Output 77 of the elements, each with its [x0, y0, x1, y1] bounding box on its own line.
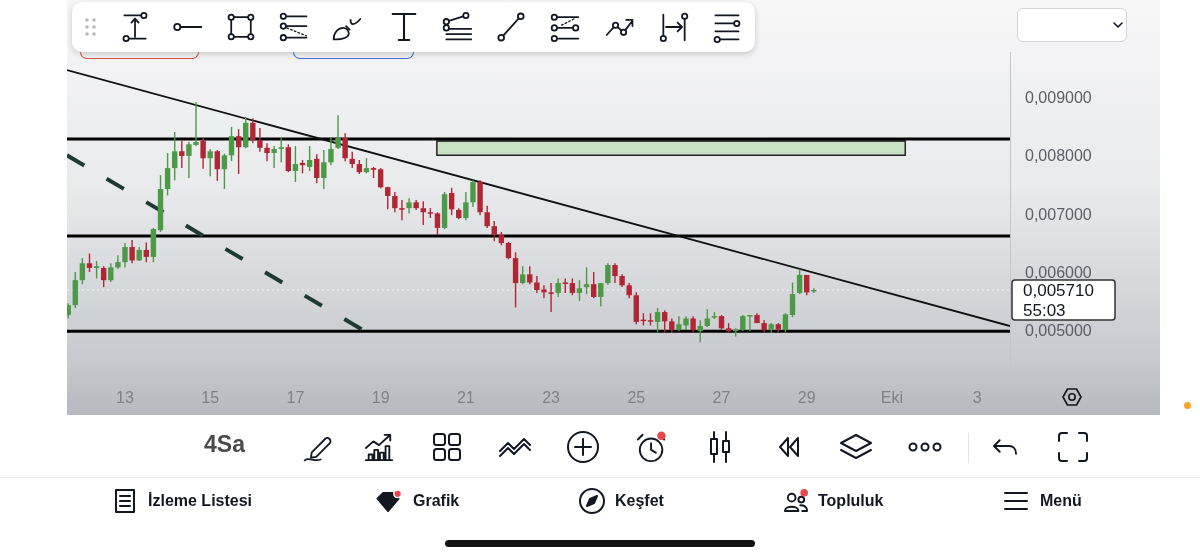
- x-tick-label: 27: [712, 389, 731, 407]
- candlestick: [470, 179, 476, 208]
- y-tick-label: 0,008000: [1025, 147, 1092, 165]
- candlestick: [164, 152, 171, 197]
- candlestick: [420, 200, 426, 226]
- candlestick: [129, 239, 135, 265]
- candlestick: [576, 279, 583, 302]
- candlestick: [662, 309, 668, 334]
- candlestick: [548, 282, 554, 313]
- candlestick: [207, 148, 213, 177]
- candlestick: [598, 282, 604, 307]
- ref-line-label: 0,005710: [1023, 280, 1094, 300]
- candlestick: [115, 254, 121, 270]
- text: Grafik: [413, 492, 460, 510]
- candlestick: [108, 262, 114, 283]
- x-tick-label: 17: [286, 389, 305, 407]
- candlestick: [257, 127, 263, 153]
- candlestick: [250, 117, 256, 144]
- candlestick: [484, 205, 490, 229]
- candlestick: [179, 140, 185, 169]
- x-tick-label: 23: [542, 389, 561, 407]
- x-tick-label: 21: [456, 389, 475, 407]
- candlestick: [221, 152, 228, 190]
- x-tick-label: 3: [972, 389, 982, 407]
- text: 4Sa: [204, 431, 245, 458]
- candlestick: [654, 307, 661, 334]
- candlestick: [122, 242, 128, 269]
- candlestick: [172, 131, 178, 181]
- candlestick: [328, 137, 334, 166]
- x-tick-label: 13: [116, 389, 134, 407]
- candlestick: [605, 262, 611, 286]
- text: 55:03: [1023, 300, 1066, 320]
- candlestick: [214, 149, 221, 182]
- candlestick: [434, 211, 441, 236]
- candlestick: [79, 257, 86, 285]
- candlestick: [271, 145, 277, 169]
- candlestick: [399, 199, 405, 222]
- x-tick-label: Eki: [880, 389, 904, 407]
- candlestick: [463, 191, 469, 222]
- x-tick-label: 25: [627, 389, 646, 407]
- text: İzleme Listesi: [148, 492, 253, 510]
- candlestick: [314, 153, 320, 184]
- text: Topluluk: [818, 492, 884, 510]
- y-tick-label: 0,005000: [1025, 321, 1092, 339]
- candlestick: [100, 265, 107, 288]
- y-tick-label: 0,006000: [1025, 263, 1092, 281]
- candlestick: [377, 167, 384, 190]
- y-tick-label: 0,007000: [1025, 205, 1092, 223]
- candlestick: [590, 271, 597, 299]
- candlestick: [491, 220, 497, 242]
- candlestick: [285, 143, 292, 173]
- candlestick: [555, 277, 561, 298]
- candlestick: [306, 145, 313, 172]
- candlestick: [321, 149, 327, 190]
- candlestick: [612, 262, 618, 284]
- candlestick: [228, 126, 235, 162]
- candlestick: [264, 142, 270, 162]
- text: Keşfet: [615, 492, 664, 510]
- y-tick-label: 0,009000: [1025, 89, 1092, 107]
- x-tick-label: 29: [797, 389, 816, 407]
- candlestick: [796, 268, 803, 295]
- candlestick: [782, 312, 789, 334]
- candlestick: [200, 137, 206, 170]
- candlestick: [583, 266, 590, 295]
- candlestick: [278, 136, 284, 163]
- x-tick-label: 19: [371, 389, 390, 407]
- candlestick: [392, 191, 398, 213]
- candlestick: [335, 114, 341, 150]
- candlestick: [292, 145, 299, 183]
- candlestick: [789, 281, 796, 318]
- candlestick: [235, 128, 242, 175]
- x-tick-label: 15: [201, 389, 220, 407]
- candlestick: [143, 241, 149, 263]
- text: Menü: [1040, 492, 1082, 510]
- candlestick: [342, 132, 348, 162]
- candlestick: [86, 252, 93, 273]
- candlestick: [448, 187, 455, 216]
